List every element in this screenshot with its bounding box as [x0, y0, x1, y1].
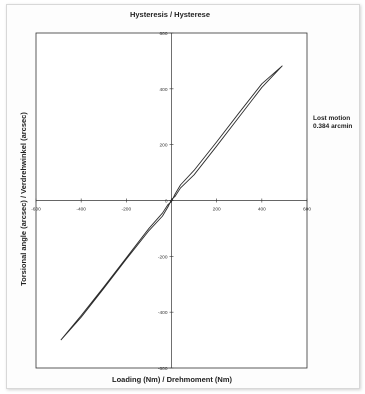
x-axis-label: Loading (Nm) / Drehmoment (Nm) [112, 375, 232, 384]
y-tick-label: 600 [159, 31, 167, 37]
lost-motion-value: 0.384 arcmin [313, 123, 352, 130]
y-tick-label: -400 [158, 310, 168, 316]
y-tick-label: -600 [158, 366, 168, 372]
x-tick-label: 600 [303, 207, 311, 213]
y-axis-label: Torsional angle (arcsec) / Verdrehwinkel… [19, 112, 28, 286]
y-tick-label: 200 [159, 143, 167, 149]
x-tick-label: 400 [258, 207, 266, 213]
zero-tick-label: 0 [165, 199, 168, 205]
x-tick-label: -200 [122, 207, 132, 213]
plot-area: -600 -400 -200 200 400 600 -600 -400 -200 200 400 6… [31, 31, 311, 372]
x-tick-label: -400 [76, 207, 86, 213]
y-tick-label: 400 [159, 87, 167, 93]
chart-title: Hysteresis / Hysterese [130, 10, 210, 19]
x-tick-label: -600 [31, 207, 41, 213]
hysteresis-curve [60, 65, 283, 341]
lost-motion-label: Lost motion [313, 115, 350, 122]
x-tick-label: 200 [213, 207, 221, 213]
y-tick-label: -200 [158, 254, 168, 260]
